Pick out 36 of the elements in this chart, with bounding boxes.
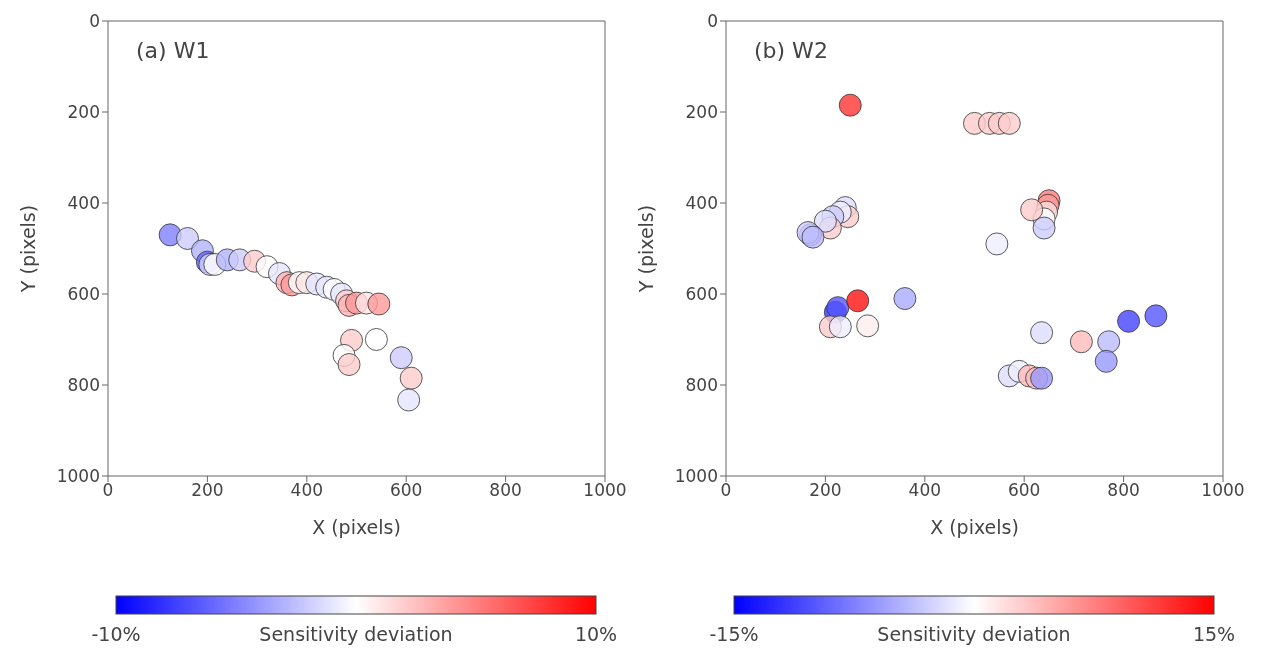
y-axis-title: Y (pixels): [634, 204, 657, 294]
color-bar-title: Sensitivity deviation: [877, 623, 1071, 645]
y-tick-label: 1000: [674, 466, 718, 487]
x-tick-label: 0: [102, 480, 114, 501]
x-tick-label: 1000: [1201, 480, 1245, 501]
y-tick-label: 0: [707, 11, 718, 32]
y-tick-label: 1000: [56, 466, 100, 487]
y-tick-label: 200: [685, 102, 718, 123]
x-tick-label: 0: [720, 480, 732, 501]
x-tick-label: 600: [389, 480, 423, 501]
color-bar-title: Sensitivity deviation: [259, 623, 453, 645]
x-tick-label: 800: [489, 480, 522, 501]
x-tick-label: 400: [290, 480, 324, 501]
x-axis-title: X (pixels): [930, 516, 1019, 538]
x-tick-label: 200: [191, 480, 224, 501]
y-axis-title: Y (pixels): [16, 204, 39, 294]
color-bar-label: 15%: [1192, 623, 1236, 645]
y-tick-label: 200: [67, 102, 100, 123]
x-axis-title: X (pixels): [312, 516, 401, 538]
y-tick-label: 400: [67, 193, 100, 214]
x-tick-label: 800: [1107, 480, 1140, 501]
x-tick-label: 200: [809, 480, 842, 501]
annotation: (a) W1: [136, 38, 210, 63]
x-tick-label: 1000: [583, 480, 627, 501]
x-tick-label: 400: [908, 480, 942, 501]
y-tick-label: 600: [67, 284, 100, 305]
y-tick-label: 600: [685, 284, 718, 305]
color-bar-label: 10%: [574, 623, 618, 645]
y-tick-label: 400: [685, 193, 718, 214]
color-bar-label: -15%: [709, 623, 759, 645]
color-bar-label: -10%: [91, 623, 141, 645]
y-tick-label: 0: [89, 11, 100, 32]
annotation: (b) W2: [754, 38, 828, 63]
y-tick-label: 800: [685, 375, 718, 396]
y-tick-label: 800: [67, 375, 100, 396]
x-tick-label: 600: [1007, 480, 1041, 501]
